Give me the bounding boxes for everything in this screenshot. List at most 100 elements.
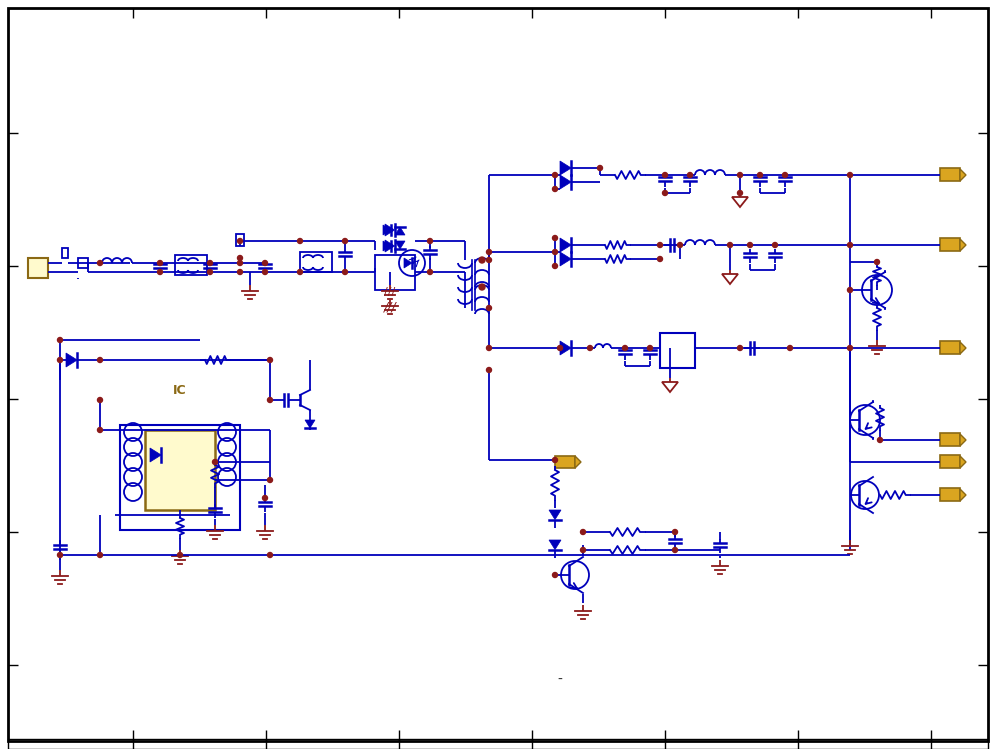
Circle shape [553, 187, 558, 192]
Circle shape [98, 357, 103, 363]
Bar [236, 234, 244, 246]
Circle shape [598, 166, 603, 171]
Circle shape [758, 172, 763, 178]
Polygon shape [560, 238, 571, 252]
Circle shape [343, 270, 348, 274]
Circle shape [237, 261, 242, 265]
Bar [940, 433, 960, 446]
Circle shape [212, 459, 217, 464]
Circle shape [874, 259, 879, 264]
Circle shape [553, 572, 558, 577]
Circle shape [622, 345, 627, 351]
Circle shape [98, 553, 103, 557]
Bar [660, 333, 695, 368]
Circle shape [877, 437, 882, 443]
Polygon shape [66, 353, 78, 367]
Polygon shape [150, 448, 161, 462]
Text: ///: /// [384, 287, 395, 297]
Bar [375, 255, 415, 290]
Polygon shape [560, 161, 571, 175]
Circle shape [662, 190, 667, 195]
Circle shape [657, 256, 662, 261]
Bar [300, 252, 332, 272]
Polygon shape [960, 239, 966, 251]
Circle shape [553, 264, 558, 268]
Circle shape [588, 345, 593, 351]
Circle shape [343, 238, 348, 243]
Circle shape [98, 261, 103, 265]
Circle shape [581, 530, 586, 535]
Bar [940, 488, 960, 501]
Polygon shape [560, 175, 571, 189]
Circle shape [479, 257, 485, 263]
Polygon shape [385, 240, 394, 252]
Circle shape [268, 553, 273, 557]
Bar [940, 341, 960, 354]
Circle shape [98, 398, 103, 402]
Circle shape [207, 270, 212, 274]
Circle shape [687, 172, 692, 178]
Circle shape [486, 306, 491, 311]
Circle shape [268, 398, 273, 402]
Polygon shape [960, 456, 966, 468]
Circle shape [677, 243, 682, 247]
Text: IC: IC [173, 383, 187, 396]
Polygon shape [385, 224, 394, 236]
Circle shape [783, 172, 788, 178]
Circle shape [737, 190, 742, 195]
Circle shape [98, 428, 103, 432]
Text: -: - [558, 673, 563, 687]
Circle shape [727, 243, 732, 247]
Circle shape [773, 243, 778, 247]
Circle shape [848, 172, 853, 178]
Circle shape [672, 548, 677, 553]
Polygon shape [560, 252, 571, 266]
Circle shape [58, 338, 63, 342]
Bar [8, 739, 988, 749]
Circle shape [486, 368, 491, 372]
Circle shape [672, 530, 677, 535]
Circle shape [237, 238, 242, 243]
Polygon shape [395, 227, 405, 235]
Circle shape [486, 345, 491, 351]
Bar [78, 258, 88, 268]
Circle shape [553, 249, 558, 255]
Circle shape [848, 243, 853, 247]
Circle shape [263, 261, 268, 265]
Bar [120, 425, 240, 530]
Polygon shape [383, 241, 391, 251]
Circle shape [427, 238, 432, 243]
Circle shape [237, 255, 242, 261]
Text: ///: /// [383, 300, 396, 314]
Circle shape [486, 249, 491, 255]
Circle shape [479, 284, 485, 290]
Circle shape [558, 345, 563, 351]
Polygon shape [560, 341, 571, 355]
Circle shape [157, 270, 162, 274]
Circle shape [207, 261, 212, 265]
Circle shape [748, 243, 753, 247]
Bar [175, 255, 207, 275]
Bar [940, 455, 960, 468]
Circle shape [157, 261, 162, 265]
Circle shape [486, 258, 491, 262]
Circle shape [553, 235, 558, 240]
Polygon shape [395, 241, 405, 249]
Circle shape [737, 172, 742, 178]
Circle shape [237, 270, 242, 274]
Bar [940, 238, 960, 251]
Polygon shape [404, 258, 412, 268]
Polygon shape [383, 225, 391, 235]
Bar [555, 456, 575, 468]
Circle shape [662, 172, 667, 178]
Circle shape [298, 270, 303, 274]
Polygon shape [960, 489, 966, 501]
Circle shape [737, 345, 742, 351]
Circle shape [268, 357, 273, 363]
Circle shape [657, 243, 662, 247]
Circle shape [553, 458, 558, 462]
Circle shape [263, 496, 268, 500]
Polygon shape [575, 456, 581, 468]
Circle shape [848, 345, 853, 351]
Circle shape [177, 553, 182, 557]
